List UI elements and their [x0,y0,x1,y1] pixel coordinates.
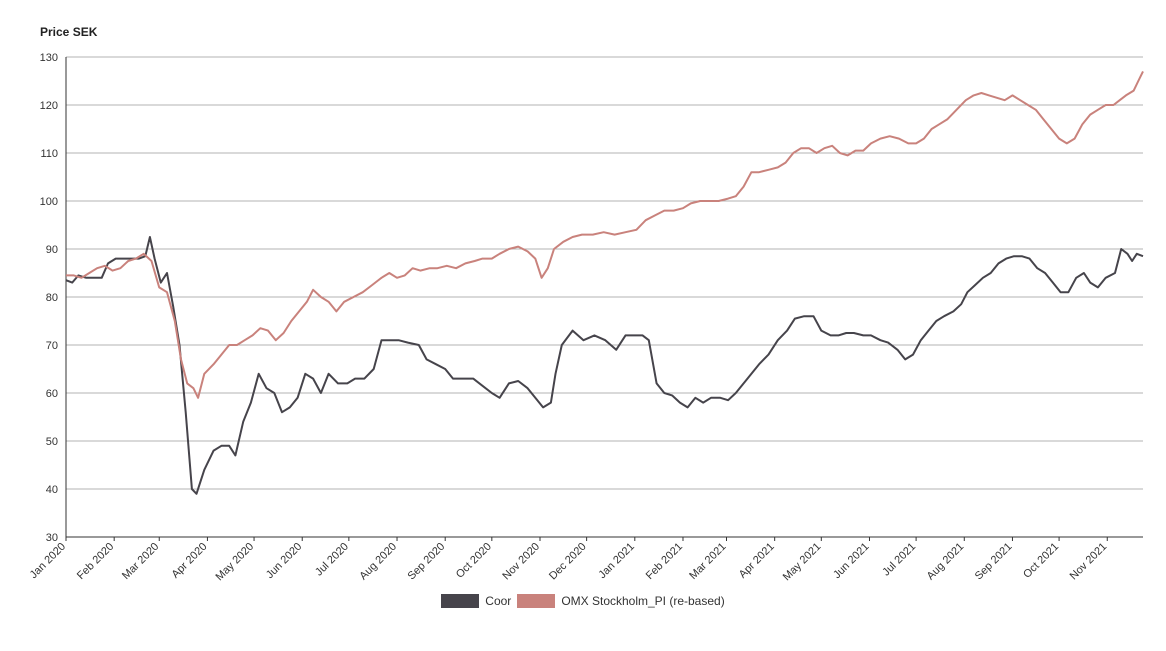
legend-swatch [441,594,480,608]
legend-item: OMX Stockholm_PI (re-based) [517,594,725,608]
x-tick-label: Nov 2020 [500,541,542,583]
y-tick-label: 80 [46,292,58,304]
y-tick-label: 50 [46,436,58,448]
y-tick-label: 90 [46,244,58,256]
x-tick-label: Sep 2021 [973,541,1015,583]
x-tick-label: Oct 2020 [454,541,494,581]
x-tick-label: Sep 2020 [406,541,448,583]
x-tick-label: Apr 2020 [169,541,209,581]
y-tick-label: 60 [46,388,58,400]
legend-item: Coor [441,594,511,608]
y-tick-label: 120 [40,100,58,112]
x-tick-label: Jun 2020 [264,541,304,581]
y-tick-label: 130 [40,52,58,64]
x-tick-label: Aug 2021 [925,541,967,583]
legend-swatch [517,594,556,608]
y-tick-label: 30 [46,532,58,544]
x-tick-label: May 2021 [781,541,824,584]
x-tick-label: Jul 2020 [313,541,351,579]
x-tick-label: Feb 2020 [75,541,116,582]
x-tick-label: Jul 2021 [880,541,918,579]
x-tick-label: Feb 2021 [644,541,685,582]
legend: Coor OMX Stockholm_PI (re-based) [0,594,1166,608]
x-tick-label: Apr 2021 [737,541,777,581]
x-tick-label: Oct 2021 [1021,541,1061,581]
y-tick-label: 40 [46,484,58,496]
x-tick-label: Mar 2020 [120,541,161,582]
x-tick-label: Aug 2020 [357,541,399,583]
y-tick-label: 110 [40,148,58,160]
x-tick-label: Jan 2021 [596,541,636,581]
legend-label: Coor [485,594,512,608]
series-line-omx [66,70,1144,399]
x-tick-label: May 2020 [214,541,257,584]
x-tick-label: Jun 2021 [831,541,871,581]
legend-label: OMX Stockholm_PI (re-based) [561,594,725,608]
series-line-coor [65,236,1144,495]
x-tick-label: Dec 2020 [547,541,589,583]
x-tick-label: Jan 2020 [28,541,68,581]
x-tick-label: Mar 2021 [687,541,728,582]
y-axis-title: Price SEK [40,25,98,39]
x-tick-label: Nov 2021 [1068,541,1110,583]
y-tick-label: 70 [46,340,58,352]
y-tick-label: 100 [40,196,58,208]
